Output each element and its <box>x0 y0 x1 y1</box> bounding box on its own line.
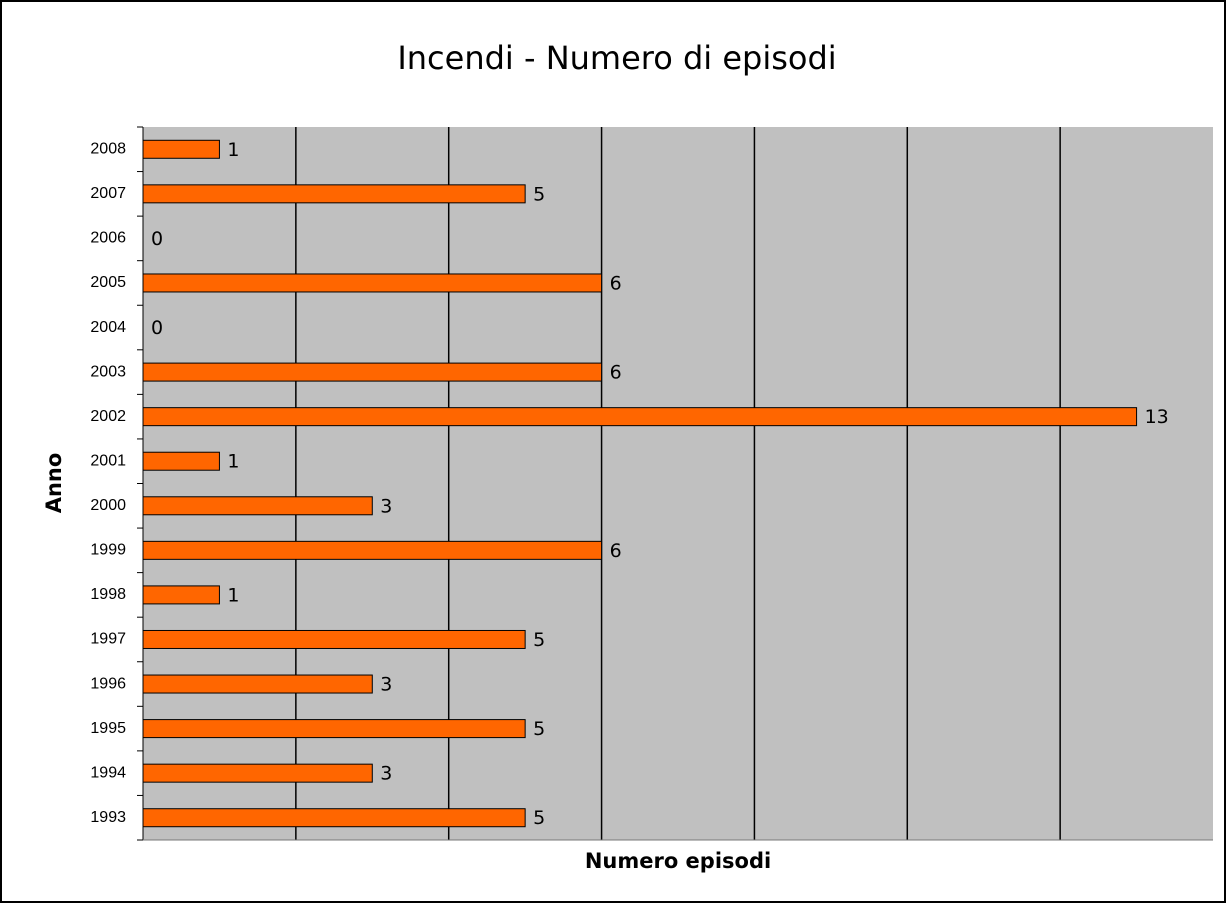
bar <box>142 629 526 649</box>
y-tick-label: 2006 <box>90 230 126 247</box>
data-label: 0 <box>151 317 163 339</box>
y-tick-label: 1995 <box>90 720 126 737</box>
bar <box>142 362 603 382</box>
data-label: 13 <box>1145 406 1169 428</box>
y-tick-label: 1996 <box>90 675 126 692</box>
y-tick-label: 1998 <box>90 586 126 603</box>
data-label: 3 <box>380 763 392 785</box>
bar <box>142 407 1138 427</box>
bar <box>142 273 603 293</box>
y-tick-label: 2005 <box>90 274 126 291</box>
y-tick-label: 2001 <box>90 452 126 469</box>
data-label: 3 <box>380 495 392 517</box>
bar <box>142 763 373 783</box>
data-label: 3 <box>380 674 392 696</box>
data-label: 1 <box>227 584 239 606</box>
y-tick-label: 1997 <box>90 631 126 648</box>
y-tick-label: 1994 <box>90 764 126 781</box>
data-label: 5 <box>533 183 545 205</box>
data-label: 5 <box>533 629 545 651</box>
data-label: 6 <box>610 540 622 562</box>
y-tick-label: 2008 <box>90 141 126 158</box>
bar <box>142 139 220 159</box>
bar <box>142 496 373 516</box>
y-tick-label: 1999 <box>90 542 126 559</box>
x-axis-title: Numero episodi <box>585 849 771 873</box>
bar <box>142 719 526 739</box>
data-label: 6 <box>610 362 622 384</box>
y-tick-label: 2003 <box>90 363 126 380</box>
data-label: 5 <box>533 718 545 740</box>
bar <box>142 585 220 605</box>
bar <box>142 808 526 828</box>
bar <box>142 184 526 204</box>
chart-title: Incendi - Numero di episodi <box>397 39 836 77</box>
y-tick-label: 1993 <box>90 809 126 826</box>
y-axis-title: Anno <box>42 453 66 514</box>
bar <box>142 451 220 471</box>
data-label: 0 <box>151 228 163 250</box>
data-label: 1 <box>227 139 239 161</box>
data-label: 1 <box>227 451 239 473</box>
y-tick-label: 2002 <box>90 408 126 425</box>
data-label: 5 <box>533 807 545 829</box>
y-tick-label: 2004 <box>90 319 126 336</box>
bar <box>142 674 373 694</box>
bar <box>142 540 603 560</box>
y-tick-label: 2007 <box>90 185 126 202</box>
y-tick-label: 2000 <box>90 497 126 514</box>
data-label: 6 <box>610 272 622 294</box>
